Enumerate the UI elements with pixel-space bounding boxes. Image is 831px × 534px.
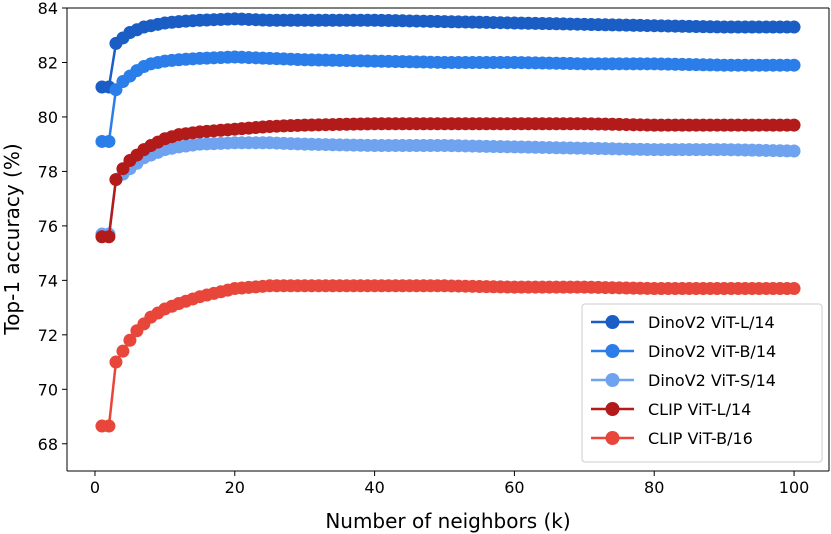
data-point — [787, 58, 801, 72]
plot-series — [95, 12, 801, 433]
data-point — [116, 344, 130, 358]
y-tick-label: 72 — [38, 326, 58, 345]
legend: DinoV2 ViT-L/14 DinoV2 ViT-B/14 DinoV2 ViT… — [581, 303, 823, 463]
x-tick-label: 60 — [504, 478, 524, 497]
series-1 — [95, 12, 801, 94]
y-ticks: 68 70 72 74 76 78 80 82 84 — [38, 0, 67, 454]
x-tick-label: 20 — [225, 478, 245, 497]
x-tick-label: 40 — [364, 478, 384, 497]
series-line — [101, 141, 795, 236]
data-point — [109, 355, 123, 369]
y-axis-title: Top-1 accuracy (%) — [0, 143, 24, 335]
y-tick-label: 84 — [38, 0, 58, 18]
x-axis-title: Number of neighbors (k) — [325, 509, 570, 533]
legend-frame — [581, 303, 823, 463]
series-2 — [95, 50, 801, 148]
y-tick-label: 78 — [38, 162, 58, 181]
x-tick-label: 100 — [779, 478, 810, 497]
series-5 — [95, 279, 801, 433]
legend-label: CLIP ViT-B/16 — [648, 429, 753, 448]
axes — [66, 7, 830, 472]
data-point — [123, 333, 137, 347]
y-tick-label: 68 — [38, 435, 58, 454]
data-point — [787, 118, 801, 132]
data-point — [787, 144, 801, 158]
data-point — [102, 230, 116, 244]
legend-label: CLIP ViT-L/14 — [648, 400, 751, 419]
legend-marker — [605, 431, 620, 445]
data-point — [102, 134, 116, 148]
legend-label: DinoV2 ViT-B/14 — [648, 342, 776, 361]
x-tick-label: 0 — [90, 478, 100, 497]
data-point — [787, 20, 801, 34]
data-point — [787, 282, 801, 296]
legend-label: DinoV2 ViT-S/14 — [648, 371, 776, 390]
legend-label: DinoV2 ViT-L/14 — [648, 313, 775, 332]
legend-marker — [605, 315, 620, 329]
y-tick-label: 76 — [38, 217, 58, 236]
data-point — [102, 419, 116, 433]
data-point — [109, 173, 123, 187]
y-tick-label: 80 — [38, 108, 58, 127]
y-tick-label: 70 — [38, 380, 58, 399]
legend-marker — [605, 344, 620, 358]
x-tick-label: 80 — [644, 478, 664, 497]
x-ticks: 0 20 40 60 80 100 — [90, 471, 809, 497]
series-3 — [95, 136, 801, 241]
legend-marker — [605, 373, 620, 387]
series-4 — [95, 117, 801, 244]
y-tick-label: 74 — [38, 271, 58, 290]
legend-marker — [605, 402, 620, 416]
y-tick-label: 82 — [38, 53, 58, 72]
